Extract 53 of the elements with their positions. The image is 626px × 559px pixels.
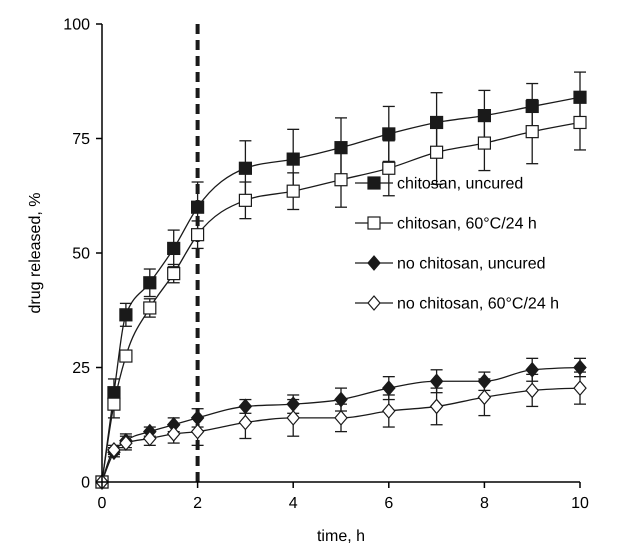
- point: [286, 184, 300, 198]
- point: [334, 392, 348, 408]
- point: [573, 380, 587, 396]
- point: [334, 410, 348, 426]
- y-tick-label: 75: [72, 131, 90, 148]
- point: [119, 308, 132, 322]
- legend-label: chitosan, 60°C/24 h: [397, 216, 537, 233]
- point: [430, 374, 444, 389]
- point: [382, 162, 396, 175]
- point: [573, 116, 587, 130]
- x-tick-label: 2: [193, 495, 202, 512]
- y-tick-label: 50: [72, 246, 90, 263]
- point: [526, 100, 539, 114]
- point: [143, 301, 156, 315]
- point: [573, 90, 587, 104]
- point: [286, 410, 300, 426]
- point: [167, 242, 180, 256]
- x-tick-label: 6: [384, 495, 394, 512]
- point: [238, 194, 252, 207]
- y-axis-title: drug released, %: [27, 192, 44, 314]
- y-tick-label: 0: [81, 474, 90, 492]
- x-tick-label: 4: [288, 495, 298, 512]
- legend-label: no chitosan, 60°C/24 h: [397, 296, 560, 313]
- point: [119, 349, 132, 363]
- point: [334, 141, 348, 154]
- point: [382, 403, 396, 419]
- x-tick-label: 8: [480, 495, 489, 512]
- x-tick-label: 10: [571, 495, 589, 512]
- point: [107, 398, 121, 411]
- legend-label: no chitosan, uncured: [397, 256, 546, 273]
- point: [430, 398, 444, 414]
- y-tick-label: 100: [63, 16, 90, 34]
- legend-label: chitosan, uncured: [397, 176, 524, 193]
- x-tick-label: 0: [98, 495, 107, 512]
- point: [478, 390, 491, 405]
- point: [526, 362, 539, 378]
- point: [238, 414, 252, 430]
- point: [286, 152, 300, 166]
- point: [167, 267, 180, 280]
- point: [191, 228, 204, 242]
- point: [191, 424, 204, 440]
- point: [238, 162, 252, 175]
- point: [526, 125, 539, 138]
- point: [478, 136, 491, 150]
- point: [526, 382, 539, 398]
- y-tick-label: 25: [72, 360, 90, 378]
- point: [382, 127, 396, 141]
- point: [382, 380, 396, 396]
- x-axis-title: time, h: [316, 528, 366, 545]
- point: [334, 173, 348, 186]
- point: [191, 200, 204, 214]
- point: [430, 146, 444, 159]
- point: [143, 276, 156, 290]
